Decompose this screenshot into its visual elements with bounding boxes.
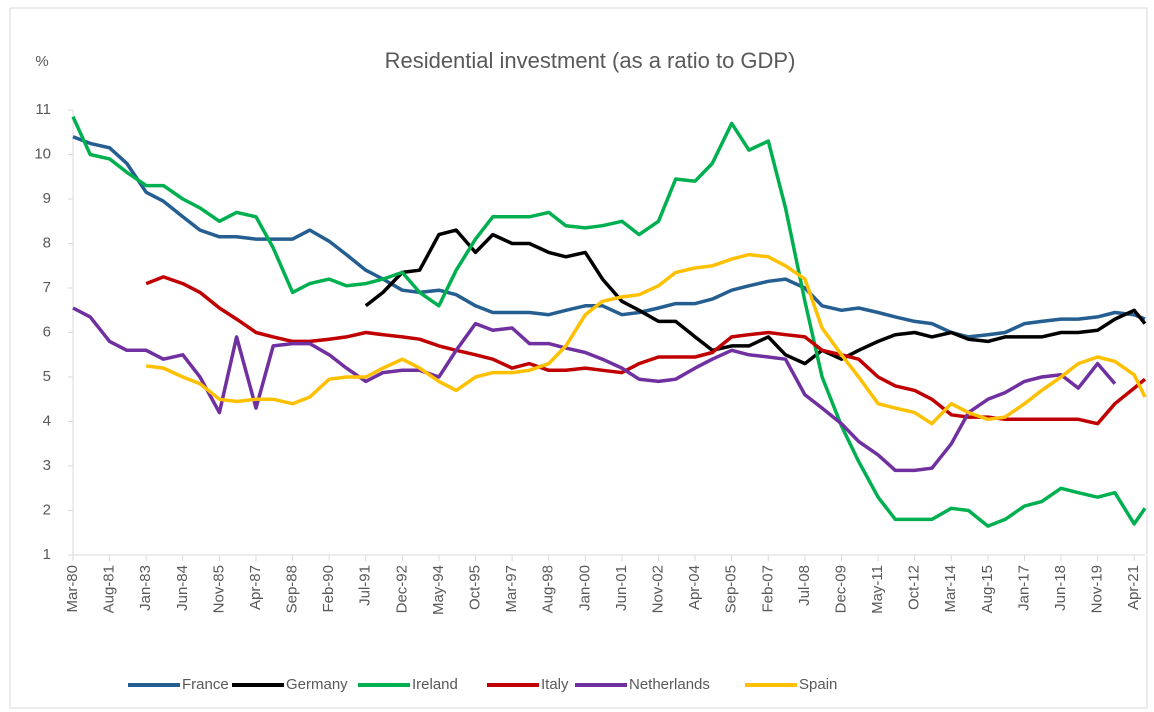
y-tick-label: 3 xyxy=(43,457,51,474)
legend-label: France xyxy=(182,676,229,693)
y-tick-label: 4 xyxy=(43,412,51,429)
x-tick-label: Jun-18 xyxy=(1052,565,1069,611)
y-tick-label: 8 xyxy=(43,234,51,251)
y-tick-label: 6 xyxy=(43,323,51,340)
x-tick-label: Aug-81 xyxy=(101,565,118,613)
series-line xyxy=(145,252,1147,426)
y-tick-label: 2 xyxy=(43,501,51,518)
x-tick-label: Mar-97 xyxy=(503,565,520,613)
x-tick-label: Feb-07 xyxy=(759,565,776,613)
x-tick-label: Feb-90 xyxy=(320,565,337,613)
chart-frame xyxy=(9,7,1148,709)
y-tick-label: 1 xyxy=(43,546,51,563)
y-tick-label: 11 xyxy=(35,101,51,118)
chart-title: Residential investment (as a ratio to GD… xyxy=(385,48,796,73)
x-tick-label: Dec-92 xyxy=(393,565,410,613)
x-tick-label: Aug-98 xyxy=(540,565,557,613)
legend-label: Italy xyxy=(541,676,569,693)
y-tick-label: 7 xyxy=(43,279,51,296)
x-tick-label: Nov-02 xyxy=(649,565,666,613)
legend-label: Germany xyxy=(286,676,348,693)
x-tick-label: Oct-12 xyxy=(906,565,923,610)
x-tick-label: Mar-80 xyxy=(64,565,81,613)
x-tick-label: Dec-09 xyxy=(832,565,849,613)
y-axis-label: % xyxy=(35,53,48,70)
series-line xyxy=(71,115,1147,528)
series-line xyxy=(72,135,1146,339)
x-tick-label: Sep-88 xyxy=(284,565,301,613)
x-tick-label: Jun-01 xyxy=(613,565,630,611)
y-tick-label: 5 xyxy=(43,368,51,385)
x-tick-label: Mar-14 xyxy=(942,565,959,613)
x-tick-label: Apr-87 xyxy=(247,565,264,610)
x-tick-label: Jul-91 xyxy=(357,565,374,606)
y-tick-label: 10 xyxy=(34,145,51,162)
legend-label: Netherlands xyxy=(629,676,710,693)
x-tick-label: Jan-17 xyxy=(1015,565,1032,611)
x-tick-label: Sep-05 xyxy=(723,565,740,613)
legend-label: Ireland xyxy=(412,676,458,693)
x-tick-label: Apr-21 xyxy=(1125,565,1142,610)
x-tick-label: Jan-00 xyxy=(576,565,593,611)
series-line xyxy=(72,306,1117,473)
x-tick-label: Jun-84 xyxy=(174,565,191,611)
x-tick-label: Nov-19 xyxy=(1089,565,1106,613)
x-tick-label: Nov-85 xyxy=(210,565,227,613)
series-line xyxy=(364,228,1147,366)
x-tick-label: May-94 xyxy=(430,565,447,615)
x-tick-label: Jul-08 xyxy=(796,565,813,606)
legend-label: Spain xyxy=(799,676,837,693)
x-tick-label: Jan-83 xyxy=(137,565,154,611)
x-tick-label: Aug-15 xyxy=(979,565,996,613)
x-tick-label: Oct-95 xyxy=(467,565,484,610)
y-tick-label: 9 xyxy=(43,190,51,207)
x-tick-label: May-11 xyxy=(869,565,886,614)
x-tick-label: Apr-04 xyxy=(686,565,703,610)
